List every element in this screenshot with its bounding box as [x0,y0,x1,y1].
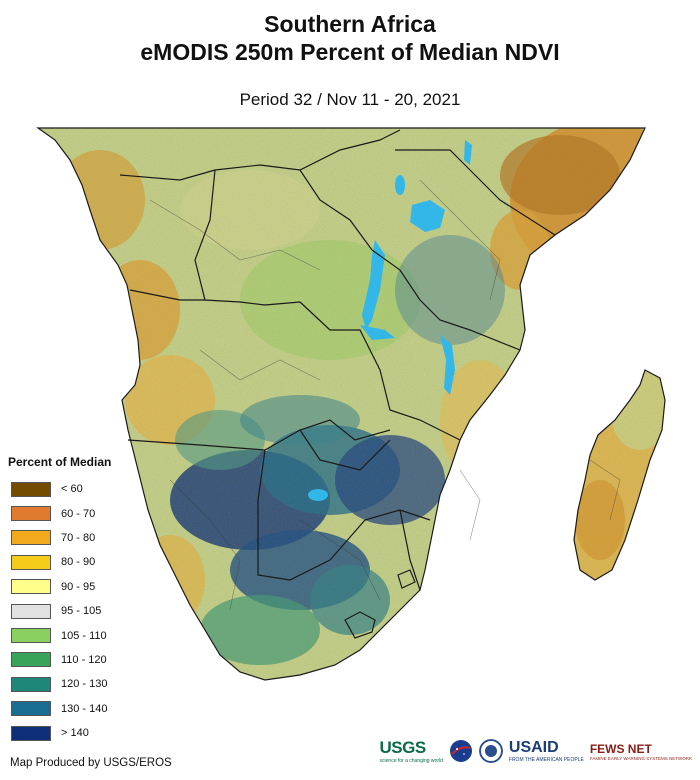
usgs-logo-text: USGS [379,738,427,757]
country-borders [36,127,666,681]
legend-swatch [11,530,51,546]
legend-label: 70 - 80 [61,531,96,544]
legend-swatch [11,725,51,741]
legend-swatch [11,506,51,522]
legend-item: < 60 [8,477,138,501]
map-title-line1: Southern Africa [264,11,436,37]
map-legend: Percent of Median < 60 60 - 70 70 - 80 80 -… [8,455,138,745]
fews-net-logo: FEWS NET FAMINE EARLY WARNING SYSTEMS NE… [590,742,692,761]
usaid-logo: USAID FROM THE AMERICAN PEOPLE [509,739,584,763]
legend-swatch [11,652,51,668]
legend-items: < 60 60 - 70 70 - 80 80 - 90 90 - 95 95 - 105… [8,477,138,745]
partner-logos: USGS science for a changing world USAID … [380,738,692,764]
legend-item: 95 - 105 [8,599,138,623]
ndvi-map [36,127,666,681]
fews-net-logo-text: FEWS NET [589,741,652,756]
legend-swatch [11,579,51,595]
usgs-logo: USGS science for a changing world [380,738,443,764]
legend-swatch [11,554,51,570]
map-title-line2: eMODIS 250m Percent of Median NDVI [140,39,560,65]
nasa-logo [449,740,472,762]
commerce-seal-logo [478,739,503,763]
legend-label: 80 - 90 [61,556,96,569]
legend-label: 110 - 120 [61,653,107,666]
usaid-logo-tagline: FROM THE AMERICAN PEOPLE [508,757,584,763]
legend-label: > 140 [61,727,89,740]
legend-item: 90 - 95 [8,575,138,599]
legend-label: 95 - 105 [61,605,102,618]
legend-swatch [11,701,51,717]
legend-swatch [11,481,51,497]
legend-label: 90 - 95 [61,580,96,593]
map-credit: Map Produced by USGS/EROS [10,757,172,769]
legend-item: 120 - 130 [8,672,138,696]
legend-swatch [11,676,51,692]
fews-net-logo-tagline: FAMINE EARLY WARNING SYSTEMS NETWORK [589,755,692,761]
usgs-logo-tagline: science for a changing world [379,758,443,764]
usaid-logo-text: USAID [508,739,559,756]
legend-item: 60 - 70 [8,501,138,525]
legend-item: 130 - 140 [8,697,138,721]
admin-borders [149,179,621,611]
legend-item: 110 - 120 [8,648,138,672]
legend-item: 70 - 80 [8,526,138,550]
legend-label: 60 - 70 [61,507,96,520]
legend-item: 80 - 90 [8,550,138,574]
lakes [308,140,472,501]
legend-title: Percent of Median [8,455,112,469]
legend-swatch [11,628,51,644]
legend-item: > 140 [8,721,138,745]
legend-label: 130 - 140 [61,702,108,715]
legend-label: 105 - 110 [61,629,107,642]
legend-label: 120 - 130 [61,678,108,691]
legend-label: < 60 [61,483,83,496]
legend-item: 105 - 110 [8,623,138,647]
legend-swatch [11,603,51,619]
map-period: Period 32 / Nov 11 - 20, 2021 [239,90,461,109]
